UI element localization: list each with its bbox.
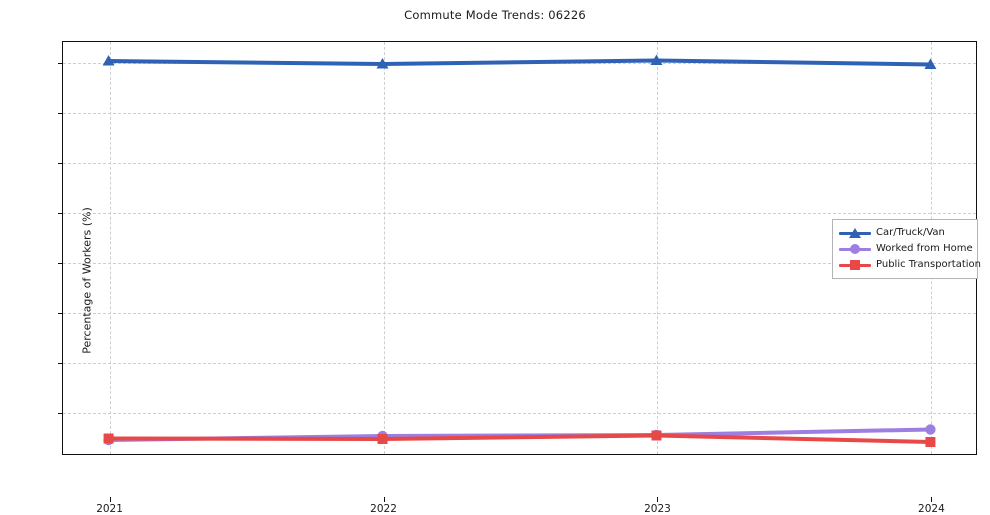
x-tick-mark	[109, 497, 111, 502]
y-gridline	[63, 263, 976, 264]
y-gridline	[63, 363, 976, 364]
x-gridline	[657, 42, 659, 454]
y-axis-label: Percentage of Workers (%)	[80, 207, 94, 354]
legend-label-worked-from-home: Worked from Home	[876, 243, 973, 254]
y-tick-mark	[58, 163, 63, 164]
legend-label-public-transportation: Public Transportation	[876, 259, 981, 270]
y-tick-mark	[58, 213, 63, 214]
chart-figure: Commute Mode Trends: 06226 Percentage of…	[58, 8, 981, 515]
y-gridline	[63, 163, 976, 164]
chart-title: Commute Mode Trends: 06226	[404, 8, 586, 22]
x-tick-label: 2022	[370, 503, 397, 515]
chart-legend: Car/Truck/Van Worked from Home Public Tr…	[832, 219, 981, 279]
y-gridline	[63, 63, 976, 64]
x-gridline	[383, 42, 385, 454]
y-tick-mark	[58, 313, 63, 314]
x-tick-mark	[931, 497, 933, 502]
legend-item-worked-from-home: Worked from Home	[839, 241, 973, 257]
x-gridline	[109, 42, 111, 454]
x-tick-label: 2023	[644, 503, 671, 515]
legend-marker-circle	[850, 244, 860, 254]
legend-swatch-public-transportation	[839, 258, 871, 272]
x-tick-mark	[657, 497, 659, 502]
y-tick-mark	[58, 263, 63, 264]
y-gridline	[63, 313, 976, 314]
legend-item-car-truck-van: Car/Truck/Van	[839, 225, 970, 241]
y-gridline	[63, 413, 976, 414]
legend-swatch-car-truck-van	[839, 226, 871, 240]
y-gridline	[63, 213, 976, 214]
y-gridline	[63, 113, 976, 114]
x-tick-mark	[383, 497, 385, 502]
y-tick-mark	[58, 363, 63, 364]
y-tick-mark	[58, 413, 63, 414]
plot-area: Percentage of Workers (%) 10%20%30%40%50…	[58, 41, 977, 515]
legend-marker-triangle	[849, 228, 861, 238]
x-tick-label: 2021	[96, 503, 123, 515]
legend-item-public-transportation: Public Transportation	[839, 257, 981, 273]
y-tick-mark	[58, 113, 63, 114]
legend-label-car-truck-van: Car/Truck/Van	[876, 227, 945, 238]
x-tick-label: 2024	[918, 503, 945, 515]
y-tick-mark	[58, 63, 63, 64]
legend-marker-square	[850, 260, 860, 270]
legend-swatch-worked-from-home	[839, 242, 871, 256]
